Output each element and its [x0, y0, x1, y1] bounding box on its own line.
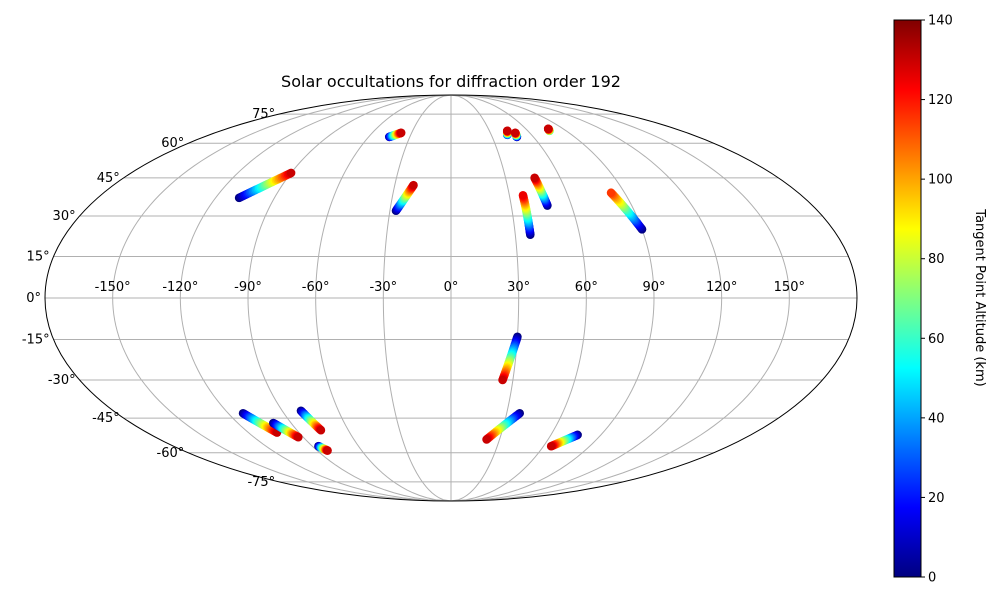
data-point — [316, 425, 326, 435]
longitude-tick-label: 0° — [444, 280, 459, 295]
colorbar-ticks: 0 20 40 60 80 100 120 140 — [921, 14, 953, 586]
colorbar-tick-label: 100 — [928, 173, 953, 188]
data-point — [498, 375, 507, 385]
latitude-tick-label: -15° — [22, 333, 50, 348]
latitude-tick-label: -45° — [92, 411, 120, 426]
occultation-track — [296, 406, 326, 435]
occultation-track — [530, 173, 552, 210]
data-point — [546, 441, 556, 451]
colorbar-tick-label: 40 — [928, 411, 945, 426]
colorbar: 0 20 40 60 80 100 120 140 Tangent Point Altitud… — [893, 14, 987, 586]
data-point — [510, 128, 520, 138]
latitude-tick-label: -75° — [247, 475, 275, 490]
colorbar-gradient — [893, 19, 922, 578]
map-boundary — [44, 94, 858, 502]
latitude-tick-label: 45° — [97, 171, 120, 186]
occultation-track — [314, 441, 332, 455]
occultation-track — [482, 408, 524, 444]
occultation-track — [384, 128, 406, 142]
gridlines — [45, 95, 857, 501]
occultation-track — [234, 168, 296, 203]
colorbar-tick-label: 0 — [928, 571, 936, 586]
longitude-tick-label: -30° — [369, 280, 397, 295]
data-point — [323, 446, 332, 455]
latitude-tick-label: -60° — [157, 446, 185, 461]
latitude-tick-label: 75° — [252, 107, 275, 122]
occultation-track — [391, 180, 418, 216]
colorbar-label: Tangent Point Altitude (km) — [972, 208, 987, 386]
latitude-tick-label: 60° — [161, 136, 184, 151]
colorbar-tick-label: 20 — [928, 491, 945, 506]
colorbar-tick-label: 140 — [928, 14, 953, 29]
data-point — [606, 188, 616, 198]
longitude-tick-labels: -150° -120° -90° -60° -30° 0° 30° 60° 90° 120° 150… — [95, 280, 805, 295]
occultation-track — [498, 332, 522, 385]
occultation-track — [606, 188, 647, 234]
data-point — [518, 190, 528, 200]
longitude-tick-label: 90° — [642, 280, 665, 295]
occultation-track — [269, 418, 303, 442]
longitude-tick-label: -90° — [234, 280, 262, 295]
chart-title: Solar occultations for diffraction order… — [281, 72, 621, 91]
colorbar-tick-label: 60 — [928, 332, 945, 347]
occultation-track — [502, 126, 512, 140]
longitude-tick-label: 120° — [706, 280, 737, 295]
occultation-track — [510, 128, 522, 142]
colorbar-tick-label: 80 — [928, 252, 945, 267]
colorbar-tick-label: 120 — [928, 93, 953, 108]
occultation-track — [543, 124, 554, 136]
data-point — [409, 180, 418, 190]
data-point — [396, 128, 406, 138]
longitude-tick-label: -60° — [302, 280, 330, 295]
longitude-tick-label: 30° — [507, 280, 530, 295]
latitude-tick-label: 0° — [26, 291, 41, 306]
data-point — [482, 435, 491, 444]
occultation-track — [518, 190, 535, 239]
latitude-tick-label: 15° — [27, 249, 50, 264]
data-point — [502, 126, 512, 136]
longitude-tick-label: 60° — [575, 280, 598, 295]
occultation-tracks — [234, 124, 647, 455]
data-point — [543, 124, 553, 134]
longitude-tick-label: -120° — [162, 280, 198, 295]
latitude-tick-label: -30° — [48, 373, 76, 388]
longitude-tick-label: 150° — [774, 280, 805, 295]
occultation-track — [546, 430, 582, 451]
longitude-tick-label: -150° — [95, 280, 131, 295]
data-point — [286, 168, 296, 178]
latitude-tick-label: 30° — [53, 209, 76, 224]
data-point — [530, 173, 539, 183]
data-point — [293, 432, 303, 442]
latitude-tick-labels: 75° 60° 45° 30° 15° 0° -15° -30° -45° -60° -75° — [22, 107, 275, 490]
